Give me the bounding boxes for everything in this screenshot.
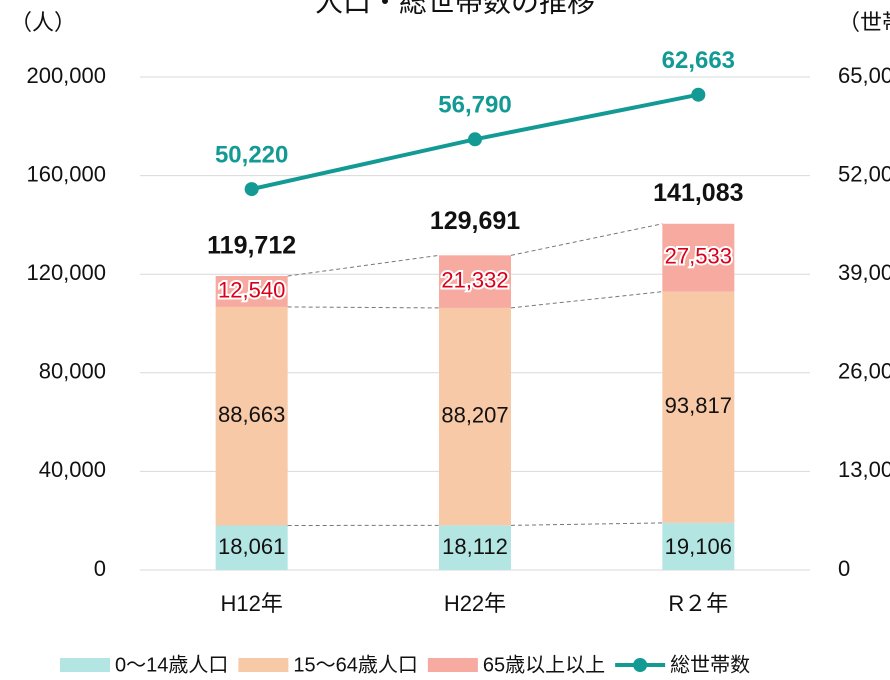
y2-tick-label: 26,000: [838, 359, 890, 384]
data-label: 88,207: [441, 402, 508, 427]
bar-segment: [662, 223, 735, 292]
y-tick-label: 200,000: [26, 63, 106, 88]
legend-label: 総世帯数: [670, 653, 750, 676]
y-tick-label: 120,000: [26, 260, 106, 285]
legend-swatch: [427, 658, 478, 672]
data-label: 62,663: [662, 47, 735, 74]
y2-axis-label: （世帯）: [838, 10, 890, 35]
x-tick-label: R２年: [668, 591, 728, 616]
bar-segment: [215, 525, 288, 570]
bar-segment: [662, 522, 735, 570]
bar-segment: [439, 525, 511, 570]
line-marker: [691, 87, 706, 102]
connector: [510, 291, 663, 309]
connector: [287, 306, 440, 309]
y2-tick-label: 52,000: [838, 161, 890, 186]
data-label: 12,540: [218, 277, 285, 302]
data-label: 18,061: [218, 534, 285, 559]
line-marker: [468, 132, 482, 147]
y2-tick-label: 39,000: [838, 260, 890, 285]
connector: [510, 522, 663, 526]
data-label: 93,817: [665, 393, 732, 418]
y-tick-label: 0: [94, 556, 106, 581]
legend-swatch: [238, 658, 289, 672]
data-label: 56,790: [438, 92, 511, 119]
legend-label: 0～14歳人口: [115, 653, 228, 676]
data-label: 27,533: [665, 244, 732, 269]
bar-segment: [439, 307, 511, 526]
chart-title: 人口・総世帯数の推移: [315, 0, 595, 17]
bar-segment: [662, 291, 735, 523]
connector: [510, 223, 663, 256]
total-label: 119,712: [207, 232, 296, 260]
x-tick-label: H22年: [444, 591, 506, 616]
data-label: 50,220: [215, 141, 288, 168]
y-axis-label: （人）: [10, 10, 76, 35]
legend-swatch: [60, 658, 110, 672]
y-tick-label: 160,000: [26, 161, 106, 186]
legend-label: 15～64歳人口: [293, 653, 418, 676]
total-label: 129,691: [430, 207, 520, 235]
x-tick-label: H12年: [220, 591, 282, 616]
y2-tick-label: 0: [838, 556, 850, 581]
y-tick-label: 80,000: [39, 359, 106, 384]
y2-tick-label: 13,000: [838, 457, 890, 482]
bar-segment: [439, 255, 511, 308]
total-label: 141,083: [653, 179, 743, 207]
data-label: 88,663: [218, 402, 285, 427]
bar-segment: [215, 306, 288, 526]
y-tick-label: 40,000: [39, 457, 106, 482]
data-label: 18,112: [442, 534, 508, 559]
line-marker: [244, 182, 259, 197]
connector: [287, 254, 440, 277]
y2-tick-label: 65,000: [838, 63, 890, 88]
legend-swatch: [633, 658, 648, 672]
bar-segment: [215, 276, 288, 307]
legend-label: 65歳以上以上: [483, 653, 605, 676]
data-label: 21,332: [441, 267, 508, 292]
data-label: 19,106: [665, 534, 732, 559]
